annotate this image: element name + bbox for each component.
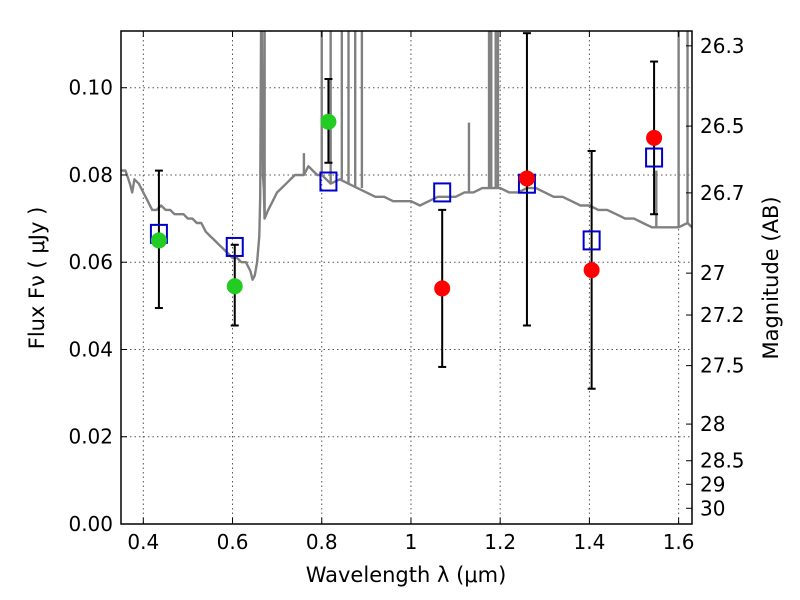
- x-tick-label: 0.8: [306, 530, 338, 554]
- y2-tick-label: 30: [700, 496, 725, 520]
- y2-tick-label: 28: [700, 412, 725, 436]
- observed-point: [518, 170, 535, 187]
- y2-axis-label: Magnitude (AB): [759, 196, 783, 359]
- y-tick-label: 0.06: [68, 250, 113, 274]
- x-tick-label: 1.4: [573, 530, 605, 554]
- y2-tick-label: 26.5: [700, 114, 745, 138]
- model-photometry-point: [433, 182, 452, 203]
- axis-ticks: 0.4 0.6 0.8 1 1.2 1.4 1.6 0.00 0.02 0.04 0.06 0.08 0…: [68, 31, 745, 554]
- observed-point: [226, 278, 243, 295]
- observed-point: [434, 280, 451, 297]
- x-tick-label: 0.4: [127, 530, 159, 554]
- model-photometry-point: [225, 236, 244, 257]
- model-photometry-point: [319, 171, 338, 192]
- model-photometry-point: [582, 230, 601, 251]
- y-tick-label: 0.10: [68, 76, 113, 100]
- plot-area: [121, 31, 692, 390]
- y2-tick-label: 27: [700, 261, 725, 285]
- y-axis-label: Flux Fν ( μJy ): [25, 207, 49, 350]
- y2-tick-label: 28.5: [700, 449, 745, 473]
- y2-tick-label: 26.3: [700, 34, 745, 58]
- y2-tick-label: 27.2: [700, 303, 745, 327]
- sed-model-line: [121, 31, 692, 281]
- y2-tick-label: 26.7: [700, 181, 745, 205]
- x-tick-label: 1.2: [484, 530, 516, 554]
- y-tick-label: 0.04: [68, 337, 113, 361]
- y-tick-label: 0.08: [68, 163, 113, 187]
- observed-point: [583, 262, 600, 279]
- y2-tick-label: 27.5: [700, 354, 745, 378]
- x-tick-label: 0.6: [217, 530, 249, 554]
- observed-point: [320, 113, 337, 130]
- y-tick-label: 0.00: [68, 512, 113, 536]
- y2-tick-label: 29: [700, 472, 725, 496]
- model-photometry-point: [645, 147, 664, 168]
- grid: [121, 31, 692, 524]
- y-tick-label: 0.02: [68, 425, 113, 449]
- x-tick-label: 1: [405, 530, 418, 554]
- x-tick-label: 1.6: [663, 530, 695, 554]
- plot-frame: [120, 30, 693, 525]
- x-axis-label: Wavelength λ (μm): [306, 563, 507, 587]
- observed-point: [150, 232, 167, 249]
- observed-point: [646, 129, 663, 146]
